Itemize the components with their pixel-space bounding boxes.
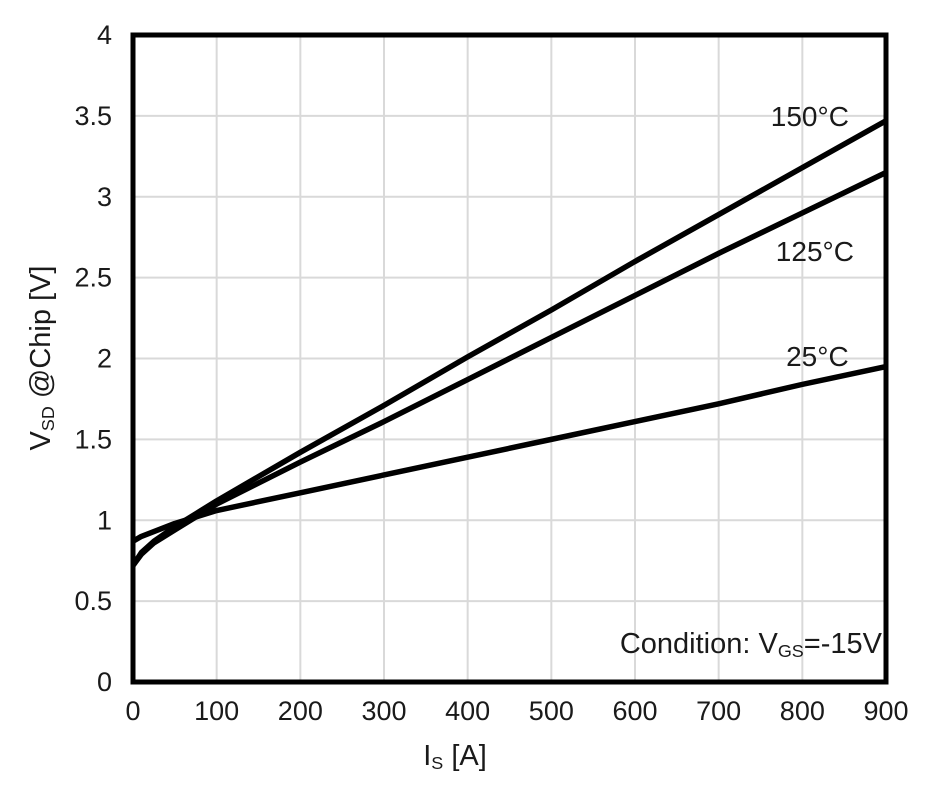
x-tick-label: 300	[361, 696, 406, 726]
y-tick-label: 1	[97, 505, 112, 535]
plot-frame	[130, 32, 889, 685]
x-axis-title-subscript: S	[431, 752, 444, 773]
x-axis-title-symbol: I	[423, 740, 432, 772]
series-label-125c: 125°C	[775, 235, 854, 267]
x-tick-label: 0	[125, 696, 140, 726]
y-tick-label: 2.5	[74, 263, 112, 293]
x-tick-label: 100	[194, 696, 239, 726]
y-axis-title: VSD @Chip [V]	[25, 266, 59, 451]
y-tick-label: 0	[97, 667, 112, 697]
y-tick-label: 2	[97, 344, 112, 374]
x-tick-label: 900	[863, 696, 908, 726]
x-tick-label: 800	[780, 696, 825, 726]
y-axis-title-symbol: V	[25, 431, 58, 451]
y-tick-label: 3	[97, 182, 112, 212]
y-tick-label: 0.5	[74, 586, 112, 616]
x-tick-label: 500	[529, 696, 574, 726]
x-tick-label: 400	[445, 696, 490, 726]
y-tick-label: 1.5	[74, 424, 112, 454]
y-tick-label: 4	[97, 20, 112, 50]
series-line-125c	[130, 170, 888, 568]
condition-subscript: GS	[777, 640, 804, 661]
x-tick-label: 200	[278, 696, 323, 726]
series-line-25c	[131, 363, 887, 544]
x-axis-title-units: [A]	[443, 740, 487, 772]
x-tick-label: 700	[696, 696, 741, 726]
x-tick-label: 600	[612, 696, 657, 726]
condition-value: =-15V	[803, 628, 882, 660]
series-label-150c: 150°C	[770, 101, 849, 133]
condition-annotation: Condition: VGS=-15V	[620, 628, 882, 662]
y-axis-title-subscript: SD	[37, 406, 58, 432]
y-axis-title-units: @Chip [V]	[25, 265, 58, 407]
series-line-150c	[130, 118, 888, 568]
y-tick-label: 3.5	[74, 101, 112, 131]
condition-prefix: Condition: V	[619, 628, 778, 660]
series-label-25c: 25°C	[786, 340, 849, 372]
x-axis-title: IS [A]	[423, 740, 487, 774]
